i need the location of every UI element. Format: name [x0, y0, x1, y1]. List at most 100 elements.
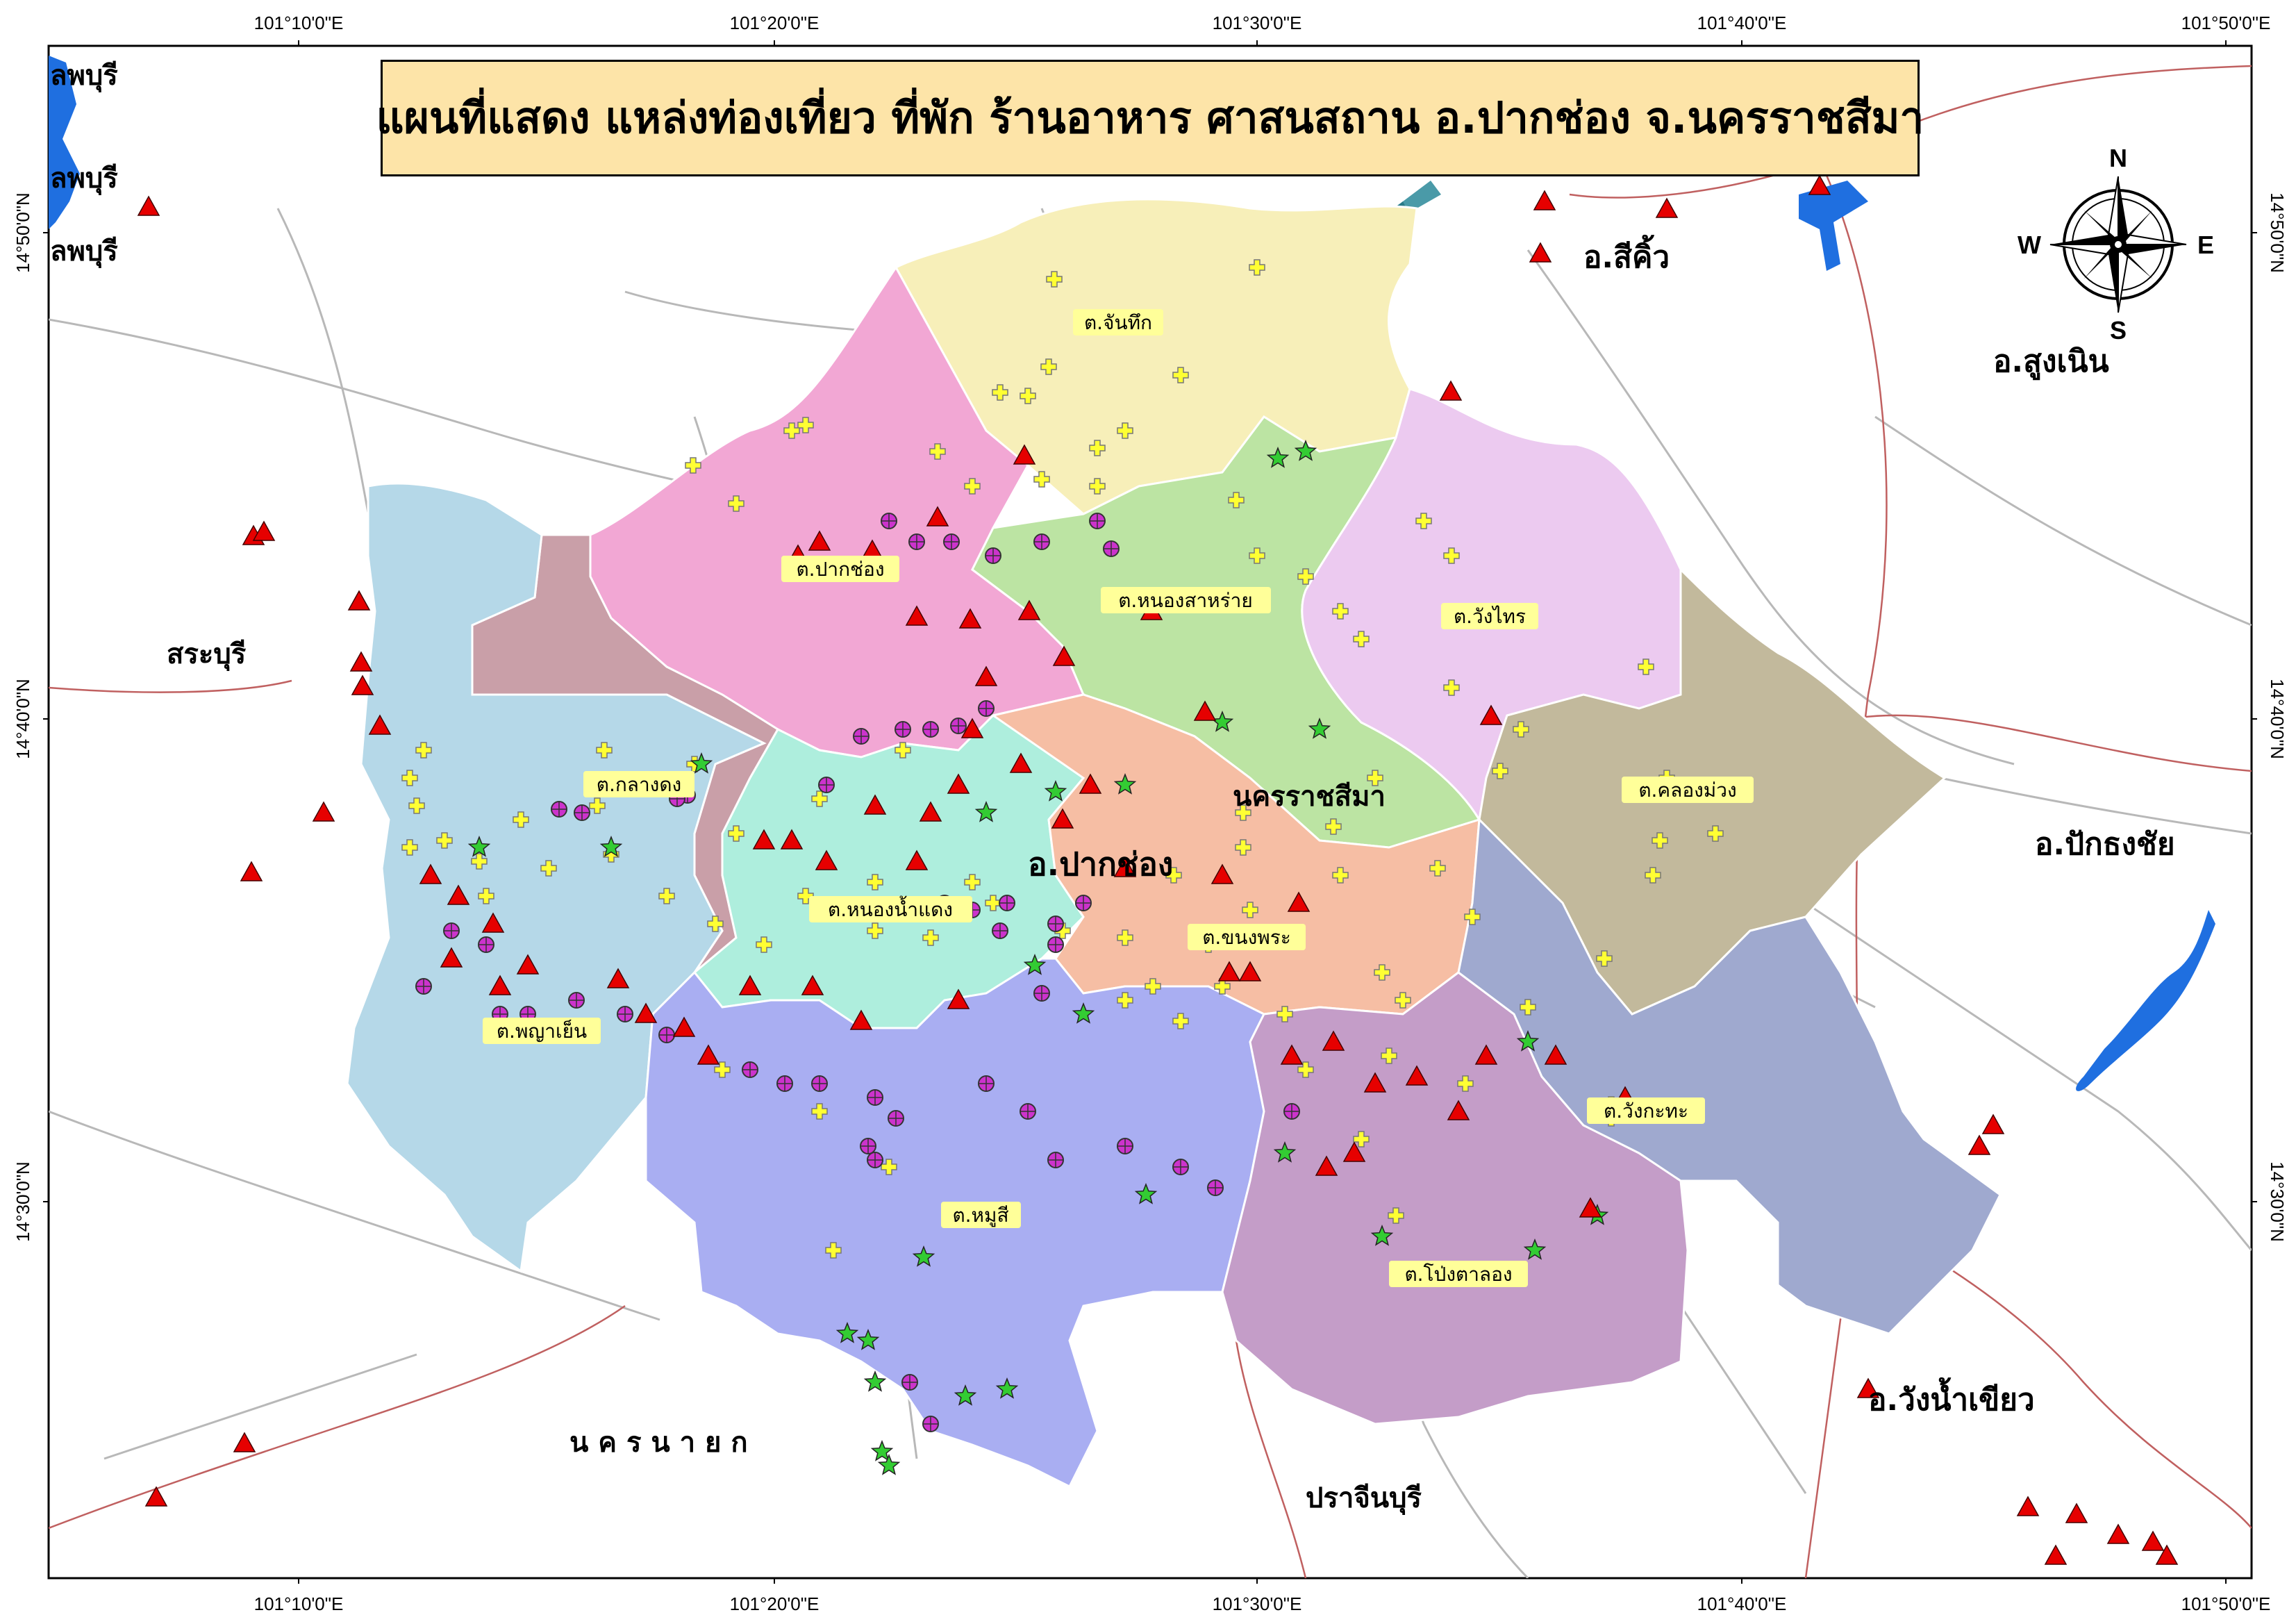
- restaurant-marker: [1523, 1238, 1547, 1260]
- accommodation-marker: [1145, 978, 1161, 995]
- restaurant-marker: [690, 752, 713, 774]
- temple-marker-cross: [867, 1090, 883, 1105]
- attraction-marker: [1968, 1134, 1991, 1155]
- attraction-marker: [488, 975, 512, 995]
- temple-marker-cross: [574, 805, 590, 820]
- svg-text:ต.วังกะทะ: ต.วังกะทะ: [1604, 1100, 1688, 1122]
- label-nakhon-ratchasima: นครราชสีมา: [1233, 781, 1386, 813]
- accommodation-marker: [1374, 964, 1390, 981]
- accommodation-marker: [714, 1061, 731, 1078]
- attraction-marker: [312, 801, 335, 822]
- restaurant-marker: [1308, 717, 1331, 739]
- temple-marker-cross: [1048, 937, 1063, 952]
- lake-east: [2076, 910, 2215, 1091]
- label-saraburi: สระบุรี: [167, 638, 247, 672]
- temple-marker-cross: [860, 1138, 876, 1154]
- attraction-marker: [606, 968, 630, 988]
- attraction-marker: [144, 1486, 168, 1507]
- accommodation-marker: [922, 929, 939, 946]
- accommodation-marker: [964, 874, 981, 890]
- lon-label-bottom-2: 101°20'0"E: [730, 1593, 820, 1614]
- attraction-marker: [1533, 190, 1556, 210]
- accommodation-marker: [728, 825, 744, 842]
- attraction-marker: [919, 801, 942, 822]
- lat-label-right-2: 14°40'0"N: [2267, 679, 2288, 759]
- temple-marker-cross: [895, 722, 910, 737]
- attraction-marker: [1981, 1113, 2005, 1134]
- attraction-marker: [863, 794, 887, 815]
- attraction-marker: [905, 605, 929, 626]
- sub-label-khanongphra: ต.ขนงพระ: [1188, 924, 1306, 950]
- temple-marker-cross: [902, 1375, 917, 1390]
- attraction-marker: [447, 884, 470, 905]
- compass-s: S: [2110, 316, 2127, 345]
- accommodation-marker: [1117, 422, 1133, 439]
- temple-marker-cross: [1104, 541, 1119, 556]
- attraction-marker: [1017, 599, 1041, 620]
- lon-label-top-3: 101°30'0"E: [1213, 13, 1302, 33]
- accommodation-marker: [1443, 547, 1460, 564]
- lon-label-top-5: 101°50'0"E: [2181, 13, 2271, 33]
- restaurant-marker: [995, 1377, 1019, 1399]
- attraction-marker: [1655, 197, 1679, 218]
- temple-marker-cross: [1284, 1104, 1299, 1119]
- accommodation-marker: [1381, 1047, 1397, 1064]
- sub-label-pongtalong: ต.โป่งตาลอง: [1389, 1261, 1528, 1287]
- attraction-marker: [1544, 1044, 1567, 1065]
- accommodation-marker: [401, 839, 418, 856]
- lon-label-bottom-3: 101°30'0"E: [1213, 1593, 1302, 1614]
- accommodation-marker: [1415, 513, 1432, 529]
- label-lopburi-3: ลพบุรี: [50, 235, 118, 269]
- accommodation-marker: [1520, 999, 1536, 1016]
- attraction-marker: [1363, 1072, 1387, 1093]
- temple-marker-cross: [909, 534, 924, 549]
- temple-marker-cross: [444, 923, 459, 938]
- restaurant-marker: [1273, 1141, 1297, 1163]
- attraction-marker: [1322, 1030, 1345, 1051]
- attraction-marker: [1193, 700, 1217, 721]
- accommodation-marker: [797, 888, 814, 904]
- svg-text:ต.โป่งตาลอง: ต.โป่งตาลอง: [1404, 1263, 1512, 1286]
- attraction-marker: [252, 520, 276, 541]
- temple-marker-cross: [854, 729, 869, 744]
- attraction-marker: [849, 1009, 873, 1030]
- sub-label-pakchong: ต.ปากช่อง: [781, 556, 899, 582]
- label-nakhon-nayok: น ค ร น า ย ก: [569, 1427, 748, 1459]
- accommodation-marker: [596, 742, 613, 759]
- temple-marker-cross: [1020, 1104, 1035, 1119]
- restaurant-marker: [1370, 1224, 1394, 1246]
- restaurant-marker: [1266, 446, 1290, 468]
- accommodation-marker: [1228, 492, 1245, 508]
- accommodation-marker: [436, 832, 453, 849]
- temple-marker-cross: [985, 548, 1001, 563]
- accommodation-marker: [1165, 867, 1182, 884]
- accommodation-marker: [1596, 950, 1613, 967]
- attraction-marker: [634, 1002, 658, 1023]
- temple-marker-cross: [992, 923, 1008, 938]
- restaurant-marker: [877, 1453, 901, 1475]
- attraction-marker: [2141, 1530, 2165, 1551]
- attraction-marker: [815, 850, 838, 870]
- accommodation-marker: [985, 895, 1001, 911]
- attraction-marker: [240, 861, 263, 881]
- temple-marker-cross: [777, 1076, 792, 1091]
- attraction-marker: [440, 947, 463, 968]
- attraction-marker: [801, 975, 824, 995]
- lat-label-left-3: 14°30'0"N: [13, 1161, 33, 1242]
- temple-marker-cross: [617, 1006, 633, 1022]
- label-prachin-buri: ปราจีนบุรี: [1306, 1482, 1422, 1516]
- temple-marker-cross: [979, 1076, 994, 1091]
- lat-label-right-3: 14°30'0"N: [2267, 1161, 2288, 1242]
- attraction-marker: [2016, 1495, 2040, 1516]
- temple-marker-cross: [1034, 986, 1049, 1001]
- restaurant-marker: [1023, 953, 1047, 975]
- accommodation-marker: [783, 422, 800, 439]
- attraction-marker: [697, 1044, 720, 1065]
- accommodation-marker: [1214, 978, 1231, 995]
- accommodation-marker: [929, 443, 946, 460]
- attraction-marker: [752, 829, 776, 850]
- accommodation-marker: [797, 417, 814, 433]
- accommodation-marker: [1249, 259, 1265, 276]
- accommodation-marker: [1235, 804, 1251, 821]
- accommodation-marker: [964, 478, 981, 495]
